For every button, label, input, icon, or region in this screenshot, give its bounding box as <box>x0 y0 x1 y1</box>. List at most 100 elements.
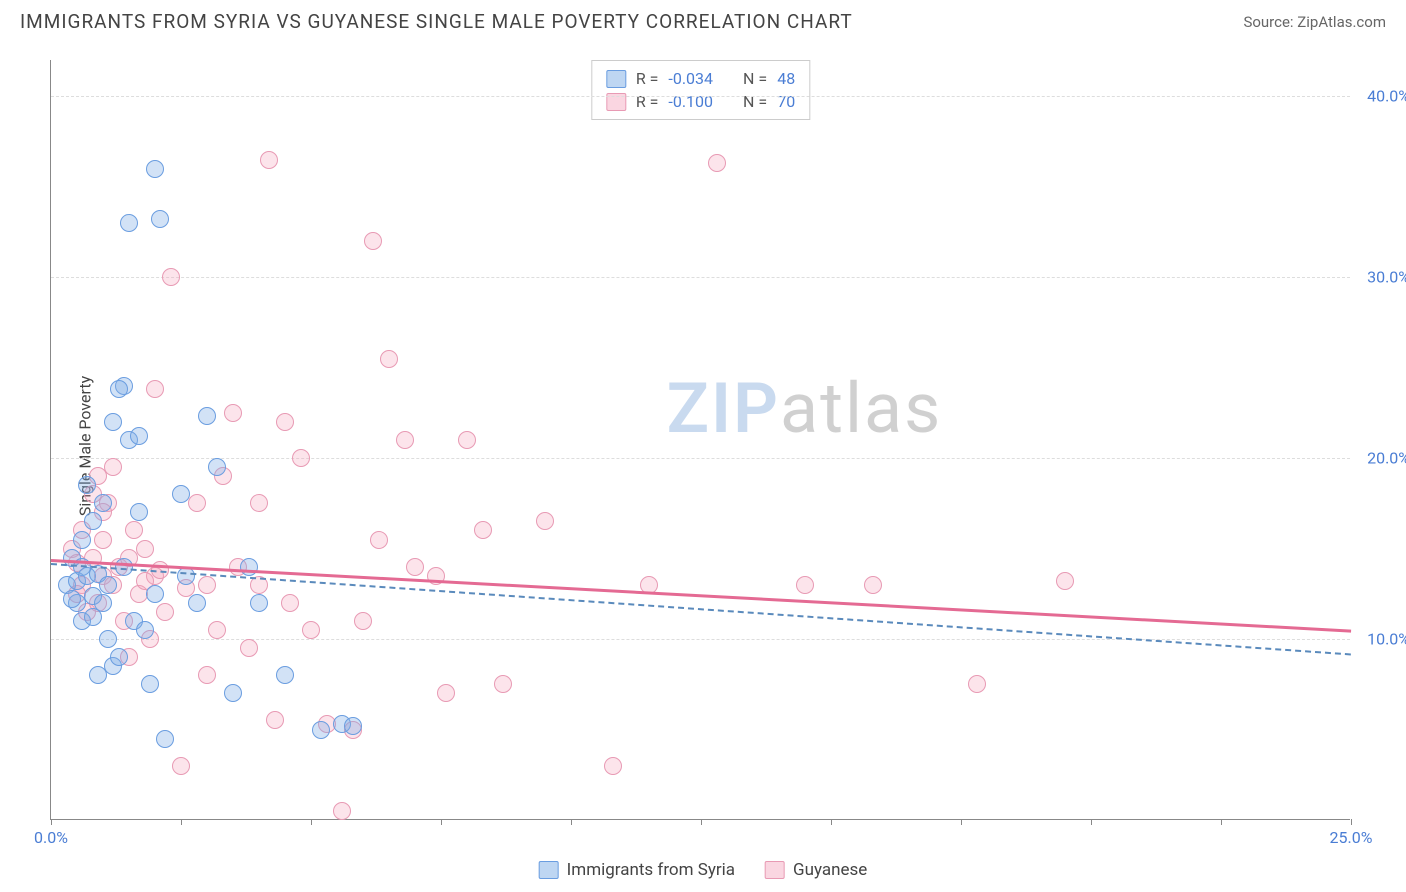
chart-title: IMMIGRANTS FROM SYRIA VS GUYANESE SINGLE… <box>20 10 853 33</box>
legend-row-series-a: R = -0.034 N = 48 <box>606 67 795 90</box>
swatch-series-b-icon <box>765 861 785 879</box>
source-attribution: Source: ZipAtlas.com <box>1243 13 1386 31</box>
correlation-legend: R = -0.034 N = 48 R = -0.100 N = 70 <box>591 60 810 120</box>
data-point <box>78 476 96 494</box>
legend-item-series-b: Guyanese <box>765 860 867 880</box>
data-point <box>130 427 148 445</box>
data-point <box>151 210 169 228</box>
data-point <box>224 684 242 702</box>
gridline <box>51 96 1350 97</box>
x-tick-mark <box>571 819 572 825</box>
data-point <box>604 757 622 775</box>
data-point <box>94 494 112 512</box>
trend-line <box>51 559 1351 632</box>
data-point <box>250 594 268 612</box>
data-point <box>198 407 216 425</box>
y-tick-label: 10.0% <box>1367 630 1406 649</box>
x-tick-mark <box>51 819 52 825</box>
data-point <box>136 540 154 558</box>
x-tick-mark <box>311 819 312 825</box>
data-point <box>1056 572 1074 590</box>
data-point <box>198 666 216 684</box>
data-point <box>380 350 398 368</box>
data-point <box>84 512 102 530</box>
data-point <box>458 431 476 449</box>
data-point <box>104 413 122 431</box>
data-point <box>110 380 128 398</box>
data-point <box>208 458 226 476</box>
data-point <box>968 675 986 693</box>
x-tick-mark <box>701 819 702 825</box>
data-point <box>396 431 414 449</box>
gridline <box>51 458 1350 459</box>
y-tick-label: 20.0% <box>1367 449 1406 468</box>
y-tick-label: 40.0% <box>1367 87 1406 106</box>
data-point <box>224 404 242 422</box>
gridline <box>51 277 1350 278</box>
data-point <box>99 576 117 594</box>
data-point <box>141 675 159 693</box>
data-point <box>302 621 320 639</box>
data-point <box>708 154 726 172</box>
data-point <box>120 214 138 232</box>
swatch-series-a-icon <box>539 861 559 879</box>
data-point <box>172 757 190 775</box>
data-point <box>354 612 372 630</box>
data-point <box>266 711 284 729</box>
data-point <box>333 802 351 820</box>
chart-plot-area: ZIPatlas R = -0.034 N = 48 R = -0.100 N … <box>50 60 1350 820</box>
x-tick-mark <box>1221 819 1222 825</box>
data-point <box>494 675 512 693</box>
data-point <box>130 503 148 521</box>
data-point <box>104 458 122 476</box>
x-tick-label: 25.0% <box>1330 828 1373 847</box>
data-point <box>188 594 206 612</box>
data-point <box>94 594 112 612</box>
data-point <box>177 567 195 585</box>
data-point <box>125 521 143 539</box>
data-point <box>281 594 299 612</box>
data-point <box>536 512 554 530</box>
x-tick-mark <box>181 819 182 825</box>
data-point <box>146 160 164 178</box>
data-point <box>208 621 226 639</box>
legend-row-series-b: R = -0.100 N = 70 <box>606 90 795 113</box>
data-point <box>110 648 128 666</box>
data-point <box>73 531 91 549</box>
data-point <box>364 232 382 250</box>
data-point <box>198 576 216 594</box>
y-tick-label: 30.0% <box>1367 268 1406 287</box>
data-point <box>136 621 154 639</box>
x-tick-mark <box>1091 819 1092 825</box>
data-point <box>250 494 268 512</box>
data-point <box>188 494 206 512</box>
data-point <box>864 576 882 594</box>
data-point <box>172 485 190 503</box>
x-tick-mark <box>441 819 442 825</box>
data-point <box>406 558 424 576</box>
data-point <box>63 590 81 608</box>
data-point <box>260 151 278 169</box>
data-point <box>99 630 117 648</box>
data-point <box>156 603 174 621</box>
data-point <box>276 413 294 431</box>
swatch-series-a <box>606 70 626 88</box>
swatch-series-b <box>606 93 626 111</box>
data-point <box>156 730 174 748</box>
data-point <box>437 684 455 702</box>
x-tick-mark <box>961 819 962 825</box>
x-tick-label: 0.0% <box>34 828 68 847</box>
watermark: ZIPatlas <box>667 368 943 450</box>
x-tick-mark <box>1351 819 1352 825</box>
data-point <box>312 721 330 739</box>
data-point <box>240 639 258 657</box>
data-point <box>292 449 310 467</box>
data-point <box>146 380 164 398</box>
data-point <box>796 576 814 594</box>
data-point <box>94 531 112 549</box>
data-point <box>370 531 388 549</box>
data-point <box>276 666 294 684</box>
data-point <box>162 268 180 286</box>
data-point <box>146 585 164 603</box>
data-point <box>344 717 362 735</box>
